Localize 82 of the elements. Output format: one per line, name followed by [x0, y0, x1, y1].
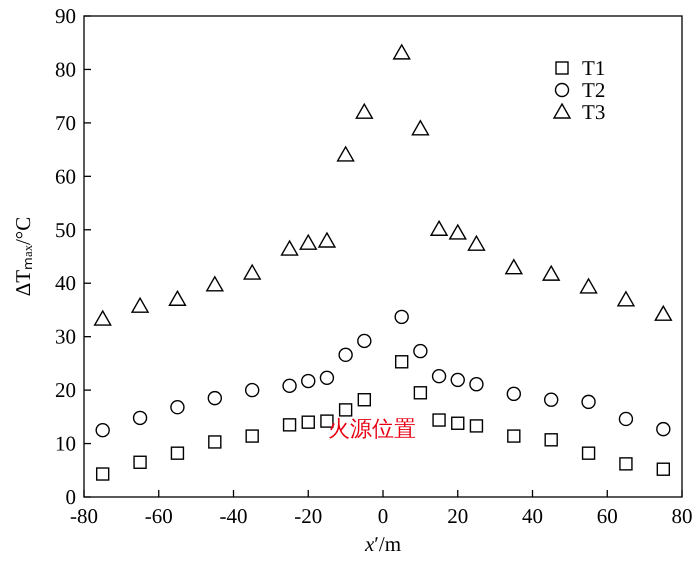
point	[280, 240, 298, 256]
point	[320, 370, 334, 386]
point	[656, 422, 671, 436]
x-tick-label: -20	[294, 504, 322, 528]
point	[338, 348, 353, 362]
point	[394, 310, 409, 324]
point	[133, 456, 147, 469]
point	[245, 429, 259, 443]
point	[581, 394, 596, 410]
point	[168, 290, 186, 306]
point	[468, 236, 486, 251]
point	[619, 457, 633, 471]
annotation: 火源位置	[328, 416, 416, 441]
point	[392, 44, 410, 60]
point	[432, 413, 446, 427]
y-tick-label: 90	[55, 4, 76, 28]
point	[580, 278, 598, 294]
x-tick-label: -40	[220, 504, 248, 528]
point	[432, 369, 446, 384]
y-tick-label: 30	[55, 324, 76, 349]
point	[208, 390, 222, 406]
point	[243, 264, 261, 280]
point	[414, 386, 428, 400]
point	[302, 415, 315, 429]
y-tick-label: 10	[55, 432, 76, 456]
x-tick-label: 60	[596, 504, 618, 528]
point	[412, 120, 430, 136]
point	[618, 412, 634, 426]
x-tick-label: 0	[378, 504, 388, 528]
legend-label: T1	[582, 56, 606, 80]
point	[542, 265, 560, 281]
point	[505, 259, 523, 274]
point	[450, 372, 465, 388]
x-axis-title: x′/m	[364, 532, 402, 556]
y-axis-title: ΔTₘₐₓ/°C	[11, 216, 35, 296]
y-tick-label: 80	[55, 57, 76, 82]
point	[470, 419, 484, 433]
point	[338, 403, 352, 417]
point	[318, 232, 336, 248]
point	[430, 220, 448, 236]
y-tick-label: 50	[55, 218, 76, 242]
point	[469, 377, 484, 392]
point	[413, 344, 428, 358]
point	[282, 418, 296, 432]
point	[336, 146, 354, 162]
point	[507, 429, 521, 443]
point	[449, 224, 466, 240]
y-tick-label: 40	[55, 271, 76, 296]
point	[244, 382, 260, 398]
point	[582, 446, 596, 460]
point	[544, 433, 558, 447]
x-tick-label: 20	[447, 504, 468, 528]
point	[654, 306, 672, 321]
point	[301, 374, 316, 388]
point	[300, 234, 317, 250]
point	[208, 435, 222, 449]
point	[656, 462, 670, 476]
point	[282, 378, 297, 394]
y-tick-label: 60	[55, 164, 76, 188]
point	[506, 386, 522, 402]
x-tick-label: 80	[672, 504, 692, 528]
point	[357, 334, 372, 348]
point	[544, 392, 558, 407]
point	[394, 355, 408, 368]
y-tick-label: 70	[55, 110, 76, 135]
x-tick-label: 40	[522, 504, 543, 528]
point	[356, 104, 374, 119]
point	[170, 400, 185, 414]
point	[170, 446, 184, 460]
point	[96, 467, 110, 481]
x-tick-label: -60	[144, 504, 173, 528]
point	[358, 393, 372, 406]
point	[131, 298, 149, 313]
point	[451, 416, 464, 430]
point	[132, 410, 148, 426]
point	[617, 291, 635, 306]
legend-label: T3	[582, 100, 606, 124]
y-tick-label: 20	[55, 378, 76, 402]
point	[94, 310, 112, 326]
legend-label: T2	[582, 78, 606, 102]
point	[95, 422, 110, 438]
point	[206, 276, 224, 292]
